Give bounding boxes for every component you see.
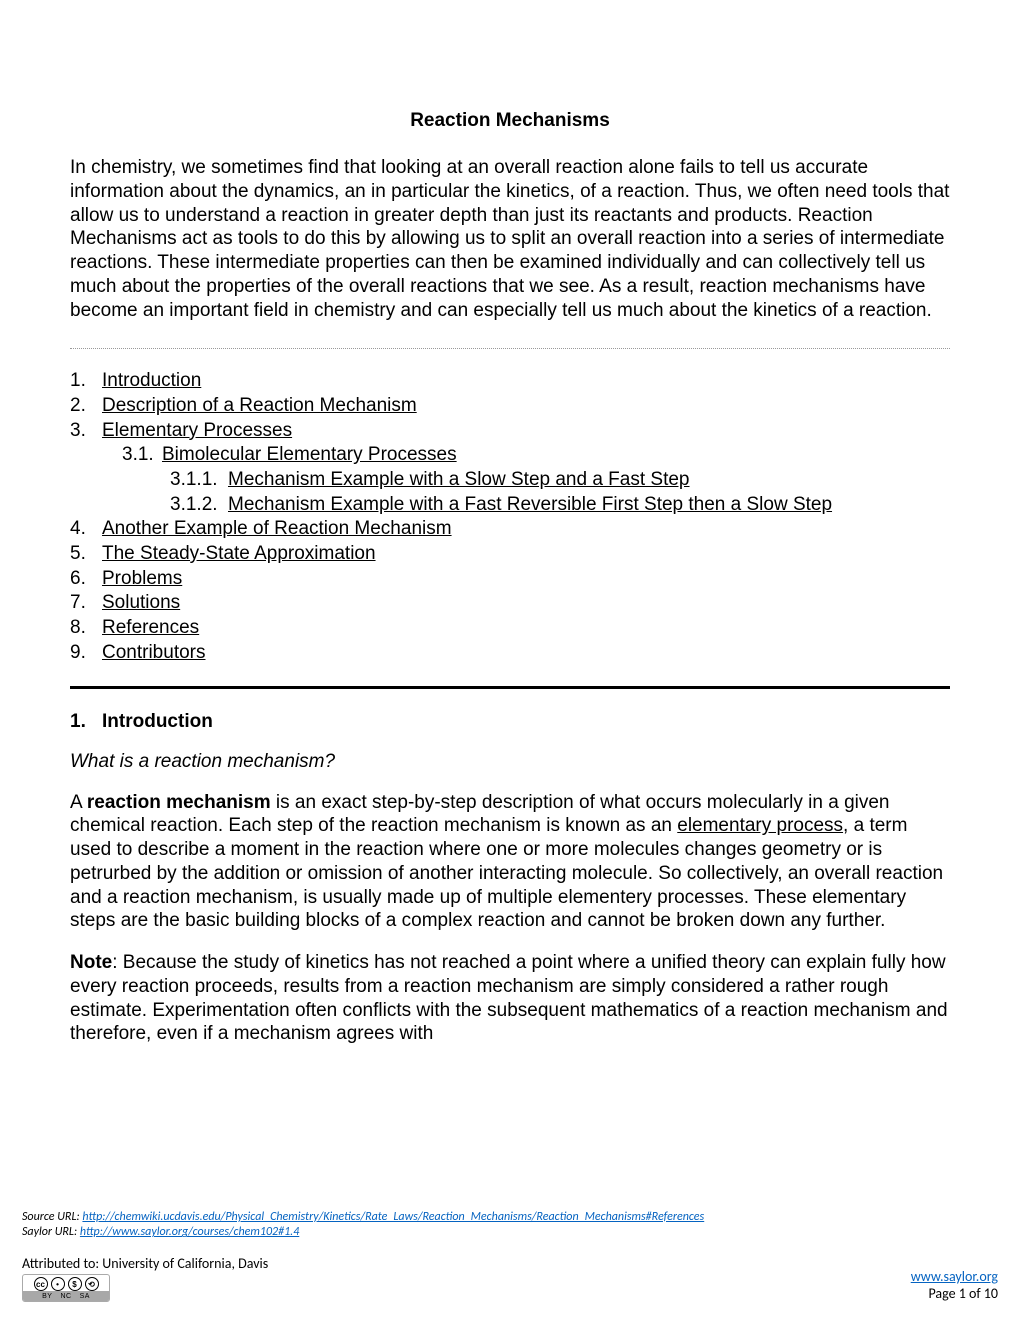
saylor-label: Saylor URL: (22, 1225, 80, 1239)
toc-item-introduction: 1. Introduction (70, 369, 950, 394)
term-reaction-mechanism: reaction mechanism (87, 792, 271, 813)
section-title: Introduction (102, 711, 213, 733)
toc-number: 6. (70, 567, 102, 592)
toc-number: 4. (70, 517, 102, 542)
toc-number: 9. (70, 641, 102, 666)
toc-number: 3.1. (122, 443, 162, 468)
section-question: What is a reaction mechanism? (70, 751, 950, 773)
toc-item-fast-reversible: 3.1.2. Mechanism Example with a Fast Rev… (70, 493, 950, 518)
by-icon: • (51, 1277, 65, 1291)
dotted-divider (70, 348, 950, 349)
toc-number: 5. (70, 542, 102, 567)
toc-item-elementary: 3. Elementary Processes (70, 419, 950, 444)
toc-item-steady-state: 5. The Steady-State Approximation (70, 542, 950, 567)
toc-item-solutions: 7. Solutions (70, 591, 950, 616)
toc-link-elementary[interactable]: Elementary Processes (102, 419, 292, 444)
cc-nc-label: NC (60, 1293, 71, 1300)
toc-item-another-example: 4. Another Example of Reaction Mechanism (70, 517, 950, 542)
attribution-right: www.saylor.org Page 1 of 10 (911, 1268, 998, 1302)
toc-item-description: 2. Description of a Reaction Mechanism (70, 394, 950, 419)
cc-by-label: BY (42, 1293, 52, 1300)
toc-link-another-example[interactable]: Another Example of Reaction Mechanism (102, 517, 452, 542)
link-elementary-process[interactable]: elementary process (677, 815, 843, 836)
toc-link-bimolecular[interactable]: Bimolecular Elementary Processes (162, 443, 457, 468)
section-number: 1. (70, 711, 102, 733)
toc-item-references: 8. References (70, 616, 950, 641)
toc-item-problems: 6. Problems (70, 567, 950, 592)
cc-icon: cc (34, 1277, 48, 1291)
para-text: A (70, 792, 87, 813)
note-text: : Because the study of kinetics has not … (70, 952, 948, 1044)
cc-labels-row: BY NC SA (23, 1291, 109, 1301)
toc-link-steady-state[interactable]: The Steady-State Approximation (102, 542, 376, 567)
toc-number: 2. (70, 394, 102, 419)
saylor-org-link[interactable]: www.saylor.org (911, 1268, 998, 1285)
toc-number: 3.1.2. (170, 493, 228, 518)
toc-item-contributors: 9. Contributors (70, 641, 950, 666)
saylor-url-line: Saylor URL: http://www.saylor.org/course… (22, 1225, 998, 1241)
intro-paragraph: In chemistry, we sometimes find that loo… (70, 156, 950, 322)
saylor-course-link[interactable]: http://www.saylor.org/courses/chem102#1.… (80, 1225, 299, 1239)
attributed-to: Attributed to: University of California,… (22, 1255, 268, 1272)
footer-bottom-row: Attributed to: University of California,… (22, 1255, 998, 1302)
toc-number: 7. (70, 591, 102, 616)
definition-paragraph: A reaction mechanism is an exact step-by… (70, 791, 950, 934)
toc-link-introduction[interactable]: Introduction (102, 369, 201, 394)
source-url-link[interactable]: http://chemwiki.ucdavis.edu/Physical_Che… (82, 1210, 704, 1224)
sa-icon: ⟲ (85, 1277, 99, 1291)
toc-link-fast-reversible[interactable]: Mechanism Example with a Fast Reversible… (228, 493, 832, 518)
toc-number: 8. (70, 616, 102, 641)
toc-number: 3.1.1. (170, 468, 228, 493)
note-label: Note (70, 952, 112, 973)
nc-icon: $ (68, 1277, 82, 1291)
toc-link-contributors[interactable]: Contributors (102, 641, 206, 666)
toc-number: 1. (70, 369, 102, 394)
page-title: Reaction Mechanisms (70, 110, 950, 132)
section-heading-introduction: 1. Introduction (70, 711, 950, 733)
toc-link-problems[interactable]: Problems (102, 567, 182, 592)
source-label: Source URL: (22, 1210, 82, 1224)
toc-link-solutions[interactable]: Solutions (102, 591, 180, 616)
note-paragraph: Note: Because the study of kinetics has … (70, 951, 950, 1046)
page-footer: Source URL: http://chemwiki.ucdavis.edu/… (22, 1210, 998, 1302)
table-of-contents: 1. Introduction 2. Description of a Reac… (70, 369, 950, 665)
toc-item-slow-fast: 3.1.1. Mechanism Example with a Slow Ste… (70, 468, 950, 493)
toc-number: 3. (70, 419, 102, 444)
source-url-line: Source URL: http://chemwiki.ucdavis.edu/… (22, 1210, 998, 1226)
toc-link-references[interactable]: References (102, 616, 199, 641)
toc-link-slow-fast[interactable]: Mechanism Example with a Slow Step and a… (228, 468, 690, 493)
toc-link-description[interactable]: Description of a Reaction Mechanism (102, 394, 417, 419)
cc-license-badge: cc • $ ⟲ BY NC SA (22, 1274, 110, 1302)
cc-sa-label: SA (80, 1293, 90, 1300)
page-number: Page 1 of 10 (911, 1285, 998, 1302)
toc-item-bimolecular: 3.1. Bimolecular Elementary Processes (70, 443, 950, 468)
attribution-left: Attributed to: University of California,… (22, 1255, 268, 1302)
solid-divider (70, 686, 950, 689)
